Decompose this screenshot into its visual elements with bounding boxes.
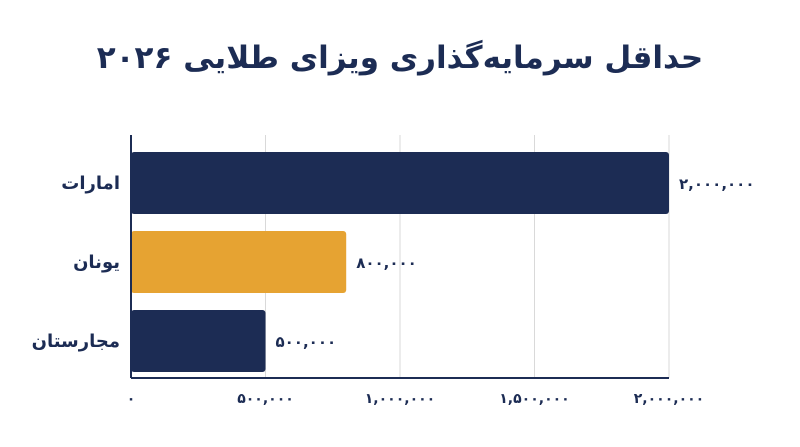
data-label: ۸۰۰,۰۰۰ <box>356 254 417 272</box>
data-label: ۵۰۰,۰۰۰ <box>276 333 337 351</box>
data-label: ۲,۰۰۰,۰۰۰ <box>679 175 754 193</box>
category-label: یونان <box>73 252 120 273</box>
x-tick-label: ۰ <box>127 391 136 407</box>
bar <box>131 231 347 293</box>
x-tick-label: ۲,۰۰۰,۰۰۰ <box>634 391 704 407</box>
x-tick-label: ۱,۵۰۰,۰۰۰ <box>499 391 569 407</box>
x-tick-label: ۱,۰۰۰,۰۰۰ <box>365 391 435 407</box>
chart-title: حداقل سرمایه‌گذاری ویزای طلایی ۲۰۲۶ <box>96 40 704 76</box>
labels: ۰ ۵۰۰,۰۰۰ ۱,۰۰۰,۰۰۰ ۱,۵۰۰,۰۰۰ ۲,۰۰۰,۰۰۰ امارا… <box>32 173 755 407</box>
axes <box>130 135 669 379</box>
category-label: امارات <box>61 173 120 194</box>
bar <box>131 152 669 214</box>
category-label: مجارستان <box>32 331 120 352</box>
x-tick-label: ۵۰۰,۰۰۰ <box>237 391 294 407</box>
bar <box>131 310 266 372</box>
bars <box>131 152 669 372</box>
